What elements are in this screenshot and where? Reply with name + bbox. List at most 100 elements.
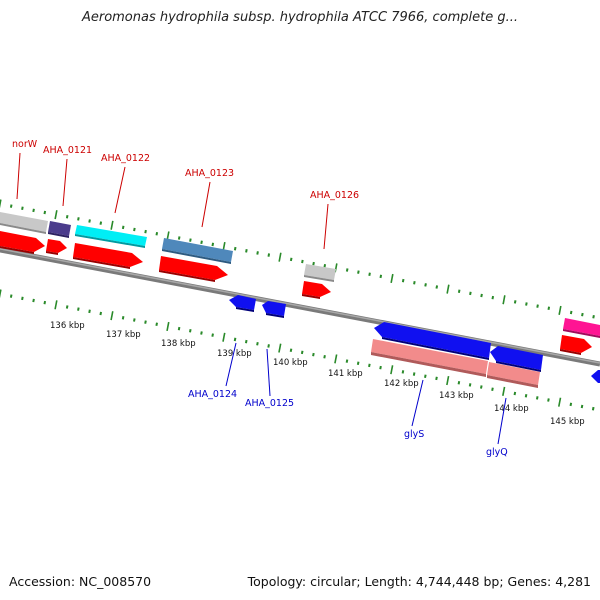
minor-tick xyxy=(256,342,259,346)
cds-forward-6[interactable] xyxy=(560,335,592,355)
minor-tick xyxy=(211,333,214,337)
genome-summary-text: Topology: circular; Length: 4,744,448 bp… xyxy=(247,574,591,589)
reverse-leader-line xyxy=(266,348,271,397)
minor-tick xyxy=(233,337,237,342)
genome-backbone xyxy=(0,247,600,367)
feature-purple[interactable] xyxy=(48,221,71,238)
reverse-gene-label[interactable]: glyQ xyxy=(486,447,508,458)
major-tick xyxy=(222,332,226,342)
minor-tick xyxy=(323,263,327,268)
feature-salmon-2[interactable] xyxy=(487,362,540,388)
feature-grey-1[interactable] xyxy=(0,212,48,234)
reverse-leader-line xyxy=(411,379,424,427)
minor-tick xyxy=(469,291,472,296)
cds-forward-3[interactable] xyxy=(73,243,143,269)
minor-tick xyxy=(435,285,439,289)
forward-leader-line xyxy=(62,158,68,207)
forward-gene-label[interactable]: norW xyxy=(12,139,38,150)
cds-track xyxy=(0,231,600,383)
reverse-leader-line xyxy=(497,397,507,445)
minor-tick xyxy=(177,236,181,240)
cds-reverse-3[interactable] xyxy=(374,322,491,360)
minor-tick xyxy=(301,259,304,264)
forward-leader-line xyxy=(323,203,329,250)
feature-cyan[interactable] xyxy=(75,225,147,248)
minor-tick xyxy=(525,302,528,306)
minor-tick xyxy=(569,310,573,315)
cds-reverse-5[interactable] xyxy=(591,370,600,383)
genome-backbone-highlight xyxy=(0,248,600,364)
feature-track xyxy=(0,212,600,388)
reverse-gene-label[interactable]: glyS xyxy=(404,429,424,440)
feature-steelblue[interactable] xyxy=(162,238,233,264)
inner-tick-ring xyxy=(0,289,595,411)
minor-tick xyxy=(345,359,349,363)
reverse-gene-label[interactable]: AHA_0125 xyxy=(245,398,294,409)
accession-text: Accession: NC_008570 xyxy=(9,574,152,589)
reverse-gene-label[interactable]: AHA_0124 xyxy=(188,389,237,400)
minor-tick xyxy=(256,251,259,255)
major-tick xyxy=(502,386,506,396)
major-tick xyxy=(557,397,562,407)
cds-forward-2[interactable] xyxy=(46,239,67,255)
major-tick xyxy=(54,300,58,310)
minor-tick xyxy=(200,331,203,335)
minor-tick xyxy=(379,274,383,279)
minor-tick xyxy=(233,246,237,251)
forward-leader-line xyxy=(201,181,211,228)
forward-leader-line xyxy=(16,152,21,200)
map-title: Aeromonas hydrophila subsp. hydrophila A… xyxy=(81,10,519,25)
forward-gene-label[interactable]: AHA_0126 xyxy=(310,190,359,201)
cds-forward-4[interactable] xyxy=(159,256,228,282)
minor-tick xyxy=(524,393,528,398)
cds-reverse-2[interactable] xyxy=(262,301,286,318)
minor-tick xyxy=(424,283,427,287)
minor-tick xyxy=(211,242,215,247)
minor-tick xyxy=(480,385,483,389)
minor-tick xyxy=(65,215,69,219)
minor-tick xyxy=(65,305,69,309)
minor-tick xyxy=(244,339,248,344)
minor-tick xyxy=(513,300,517,304)
minor-tick xyxy=(267,344,270,348)
minor-tick xyxy=(591,406,595,411)
minor-tick xyxy=(289,257,293,262)
minor-tick xyxy=(592,315,595,319)
minor-tick xyxy=(245,249,248,253)
minor-tick xyxy=(43,210,47,215)
major-tick xyxy=(334,354,338,364)
cds-reverse-1[interactable] xyxy=(229,295,256,312)
minor-tick xyxy=(368,272,371,276)
feature-grey-2[interactable] xyxy=(304,264,336,282)
minor-tick xyxy=(457,289,461,294)
forward-gene-label[interactable]: AHA_0123 xyxy=(185,168,234,179)
minor-tick xyxy=(312,352,315,357)
minor-tick xyxy=(267,253,271,257)
major-tick xyxy=(0,289,2,299)
scale-tick-label: 145 kbp xyxy=(550,417,585,427)
scale-tick-label: 138 kbp xyxy=(161,339,196,349)
scale-labels: 136 kbp 137 kbp 138 kbp 139 kbp 140 kbp 141 k… xyxy=(50,321,585,427)
minor-tick xyxy=(323,354,326,359)
forward-gene-label[interactable]: AHA_0122 xyxy=(101,153,150,164)
minor-tick xyxy=(379,365,382,370)
forward-leader-line xyxy=(114,166,126,214)
minor-tick xyxy=(133,227,136,232)
cds-reverse-4[interactable] xyxy=(490,346,543,372)
feature-pink[interactable] xyxy=(563,318,600,338)
major-tick xyxy=(390,365,394,375)
minor-tick xyxy=(491,295,495,300)
minor-tick xyxy=(155,232,159,236)
cds-forward-5[interactable] xyxy=(302,281,331,299)
minor-tick xyxy=(9,294,13,298)
feature-salmon-1[interactable] xyxy=(371,339,488,377)
minor-tick xyxy=(121,316,125,320)
minor-tick xyxy=(21,296,24,301)
minor-tick xyxy=(21,206,24,211)
minor-tick xyxy=(189,238,192,242)
cds-forward-1[interactable] xyxy=(0,231,45,254)
minor-tick xyxy=(413,280,416,285)
forward-gene-label[interactable]: AHA_0121 xyxy=(43,145,92,156)
minor-tick xyxy=(580,404,584,409)
minor-tick xyxy=(77,217,80,221)
